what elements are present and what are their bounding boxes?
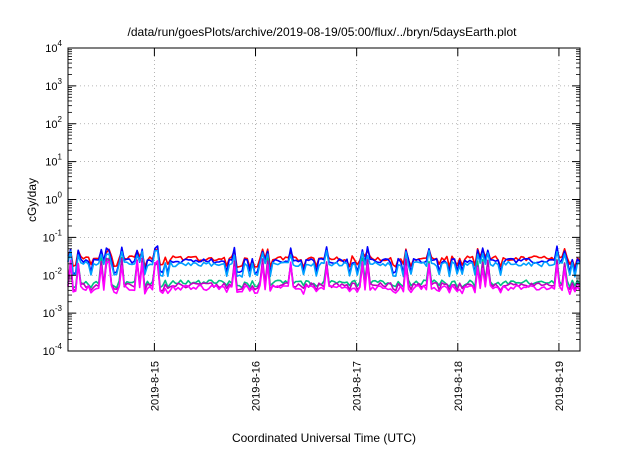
- y-tick-label: 100: [45, 191, 62, 207]
- y-tick-label: 101: [45, 153, 62, 169]
- x-tick-label: 2019-8-18: [453, 361, 465, 411]
- x-axis-label: Coordinated Universal Time (UTC): [232, 431, 416, 445]
- y-tick-label: 10-3: [43, 304, 63, 320]
- y-tick-label: 10-4: [43, 342, 63, 358]
- y-tick-label: 102: [45, 115, 62, 131]
- x-axis: 2019-8-15 2019-8-16 2019-8-17 2019-8-18 2019…: [149, 48, 566, 411]
- series-line: [67, 259, 581, 295]
- y-axis: 10-4 10-3 10-2 10-1 100 101 102 103 104: [43, 39, 580, 358]
- x-tick-label: 2019-8-19: [554, 361, 566, 411]
- grid-layer: [68, 48, 580, 351]
- y-tick-label: 104: [45, 39, 62, 55]
- y-tick-label: 10-1: [43, 228, 63, 244]
- y-tick-label: 103: [45, 77, 62, 93]
- x-tick-label: 2019-8-16: [251, 361, 263, 411]
- x-tick-label: 2019-8-15: [149, 361, 161, 411]
- chart-title: /data/run/goesPlots/archive/2019-08-19/0…: [128, 25, 518, 39]
- series-layer: [67, 245, 581, 295]
- series-line: [67, 249, 581, 278]
- x-tick-label: 2019-8-17: [352, 361, 364, 411]
- y-axis-label: cGy/day: [25, 178, 39, 222]
- y-tick-label: 10-2: [43, 266, 63, 282]
